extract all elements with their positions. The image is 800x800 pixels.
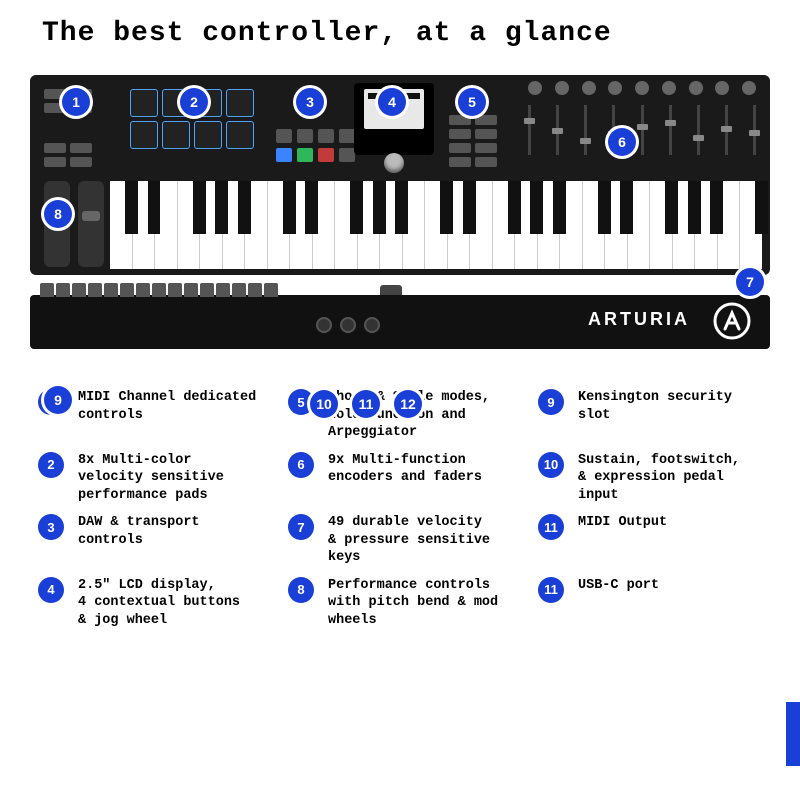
legend-text: 8x Multi-color velocity sensitive perfor…: [78, 452, 224, 505]
legend-item: 7 49 durable velocity & pressure sensitiv…: [288, 514, 512, 567]
rear-jog-silhouette: [380, 285, 402, 295]
port-icon: [366, 319, 378, 331]
midi-channel-buttons: [44, 89, 92, 113]
legend-item: 4 2.5" LCD display, 4 contextual buttons …: [38, 577, 262, 630]
keybed: [110, 181, 762, 269]
legend-item: 8 Performance controls with pitch bend & …: [288, 577, 512, 630]
legend-text: MIDI Output: [578, 514, 667, 532]
legend-number: 6: [288, 452, 314, 478]
faders-row: [528, 105, 756, 155]
pitch-wheel: [44, 181, 70, 267]
keyboard-rear-view: ARTURIA: [30, 295, 770, 349]
jog-wheel: [384, 153, 404, 173]
lcd-display: [354, 83, 434, 155]
legend-item: 11 MIDI Output: [538, 514, 762, 567]
side-accent-bar: [786, 702, 800, 766]
legend-grid: 1 MIDI Channel dedicated controls 5 Chord &…: [30, 389, 770, 630]
legend-number: 4: [38, 577, 64, 603]
legend-text: 2.5" LCD display, 4 contextual buttons &…: [78, 577, 240, 630]
pitch-mod-wheels: [44, 181, 104, 267]
keyboard-top-view: [30, 75, 770, 275]
legend-number: 5: [288, 389, 314, 415]
legend-number: 1: [38, 389, 64, 415]
page-title: The best controller, at a glance: [42, 18, 770, 49]
legend-text: USB-C port: [578, 577, 659, 595]
legend-number: 3: [38, 514, 64, 540]
encoders-row: [528, 81, 756, 95]
legend-number: 7: [288, 514, 314, 540]
legend-text: Chord & Scale modes, Hold function and A…: [328, 389, 490, 442]
legend-item: 9 Kensington security slot: [538, 389, 762, 442]
midi-channel-buttons-2: [44, 143, 92, 167]
brand-logo-icon: [712, 301, 752, 341]
transport-controls: [276, 129, 355, 162]
legend-text: Performance controls with pitch bend & m…: [328, 577, 498, 630]
port-icon: [342, 319, 354, 331]
legend-number: 8: [288, 577, 314, 603]
port-icon: [318, 319, 330, 331]
legend-text: DAW & transport controls: [78, 514, 200, 549]
legend-item: 3 DAW & transport controls: [38, 514, 262, 567]
brand-wordmark: ARTURIA: [588, 309, 690, 330]
legend-text: 9x Multi-function encoders and faders: [328, 452, 482, 487]
legend-number: 2: [38, 452, 64, 478]
legend-item: 10 Sustain, footswitch, & expression peda…: [538, 452, 762, 505]
legend-text: 49 durable velocity & pressure sensitive…: [328, 514, 490, 567]
legend-item: 6 9x Multi-function encoders and faders: [288, 452, 512, 505]
legend-text: MIDI Channel dedicated controls: [78, 389, 256, 424]
legend-number: 11: [538, 577, 564, 603]
legend-item: 1 MIDI Channel dedicated controls: [38, 389, 262, 442]
legend-item: 2 8x Multi-color velocity sensitive perfo…: [38, 452, 262, 505]
legend-number: 9: [538, 389, 564, 415]
legend-text: Kensington security slot: [578, 389, 732, 424]
legend-item: 5 Chord & Scale modes, Hold function and …: [288, 389, 512, 442]
rear-ports: [318, 319, 378, 331]
chord-scale-buttons: [449, 115, 497, 167]
rear-encoder-silhouettes: [40, 283, 278, 297]
mod-wheel: [78, 181, 104, 267]
legend-item: 11 USB-C port: [538, 577, 762, 630]
legend-text: Sustain, footswitch, & expression pedal …: [578, 452, 740, 505]
legend-number: 11: [538, 514, 564, 540]
performance-pads: [130, 89, 254, 149]
legend-number: 10: [538, 452, 564, 478]
